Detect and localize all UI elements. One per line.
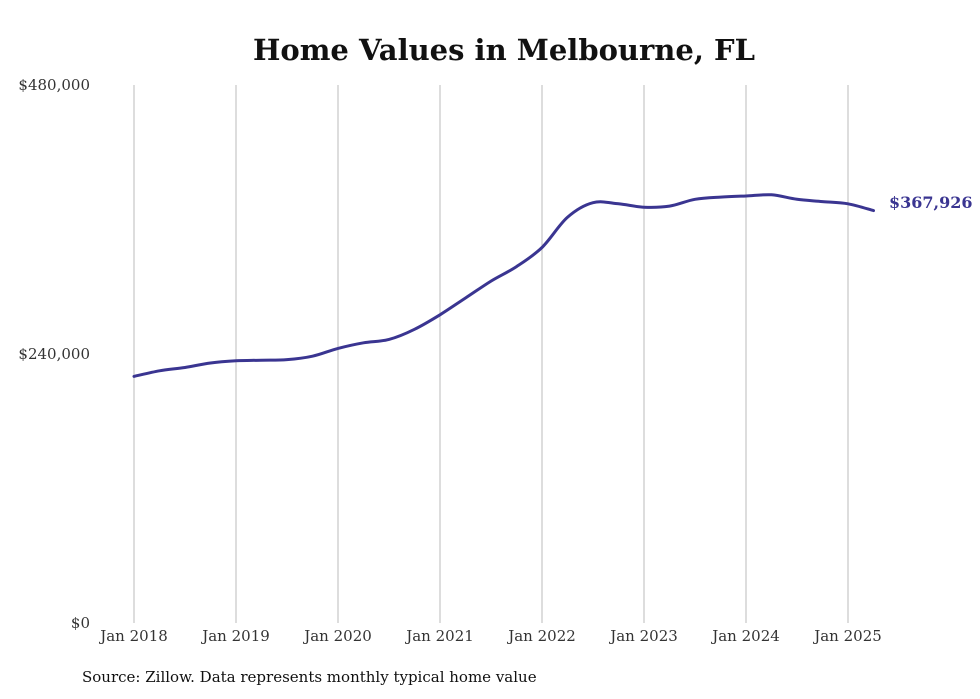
y-tick-label: $0 xyxy=(71,614,90,632)
x-tick-label: Jan 2019 xyxy=(200,627,270,645)
x-axis-ticks: Jan 2018 Jan 2019 Jan 2020 Jan 2021 Jan 2022… xyxy=(98,627,882,645)
chart-title: Home Values in Melbourne, FL xyxy=(253,33,755,67)
y-tick-label: $480,000 xyxy=(18,76,90,94)
end-value-label: $367,926 xyxy=(889,193,973,212)
x-tick-label: Jan 2025 xyxy=(812,627,882,645)
x-tick-label: Jan 2021 xyxy=(404,627,474,645)
series-line-home-value xyxy=(132,193,875,378)
y-axis-ticks: $0 $240,000 $480,000 xyxy=(18,76,90,632)
source-note: Source: Zillow. Data represents monthly … xyxy=(82,668,537,686)
x-tick-label: Jan 2023 xyxy=(608,627,678,645)
y-tick-label: $240,000 xyxy=(18,345,90,363)
x-tick-label: Jan 2018 xyxy=(98,627,168,645)
grid-lines xyxy=(133,85,849,623)
x-tick-label: Jan 2020 xyxy=(302,627,372,645)
series-layer xyxy=(132,193,875,378)
x-tick-label: Jan 2024 xyxy=(710,627,780,645)
x-tick-label: Jan 2022 xyxy=(506,627,576,645)
